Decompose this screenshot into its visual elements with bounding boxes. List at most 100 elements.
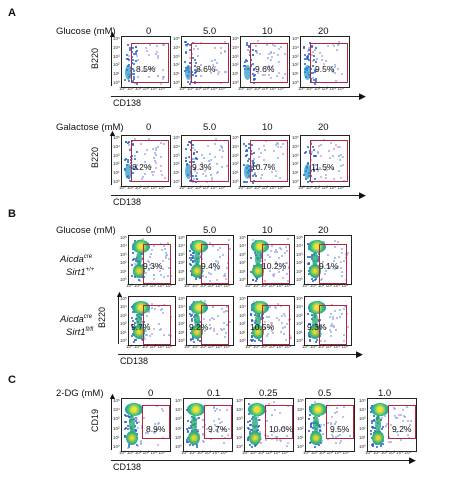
event-dot <box>329 422 332 425</box>
hot-cluster <box>190 301 208 314</box>
event-dot <box>311 277 314 280</box>
event-dot <box>207 144 210 147</box>
event-dot <box>135 53 138 56</box>
event-dot <box>194 167 197 170</box>
event-dot <box>135 46 138 49</box>
event-dot <box>284 245 287 248</box>
event-dot <box>319 423 322 426</box>
event-dot <box>331 43 334 46</box>
event-dot <box>322 424 325 427</box>
y-tick-label: 10³ <box>113 53 120 59</box>
event-dot <box>307 262 310 265</box>
event-dot <box>271 434 274 437</box>
y-tick-label: 10⁴ <box>239 243 246 249</box>
event-dot <box>168 258 171 261</box>
event-dot <box>248 420 251 423</box>
event-dot <box>329 315 332 318</box>
event-dot <box>131 258 134 261</box>
event-dot <box>127 428 130 431</box>
event-dot <box>215 163 218 166</box>
event-dot <box>128 141 131 144</box>
event-dot <box>371 445 374 448</box>
y-tick-label: 10⁴ <box>120 243 127 249</box>
event-dot <box>221 329 224 332</box>
event-dot <box>247 412 250 415</box>
event-dot <box>310 256 313 259</box>
event-dot <box>312 51 315 54</box>
event-dot <box>256 50 259 53</box>
event-dot <box>151 307 154 310</box>
event-dot <box>314 69 317 71</box>
event-dot <box>209 241 212 244</box>
event-dot <box>250 339 253 341</box>
y-tick-label: 10⁰ <box>178 338 185 343</box>
y-tick-label: 10⁰ <box>120 277 127 282</box>
event-dot <box>209 163 212 166</box>
event-dot <box>336 241 339 244</box>
flow-plot: 9.5% <box>305 398 355 452</box>
event-dot <box>334 328 337 331</box>
event-dot <box>310 181 313 184</box>
event-dot <box>192 57 195 60</box>
event-dot <box>254 445 257 448</box>
event-dot <box>286 273 289 276</box>
event-dot <box>340 176 343 179</box>
y-tick-label: 10³ <box>359 416 366 422</box>
event-dot <box>147 309 150 312</box>
event-dot <box>157 322 160 325</box>
gate-box <box>319 244 347 284</box>
event-dot <box>135 151 138 154</box>
event-dot <box>316 169 319 172</box>
event-dot <box>265 419 268 422</box>
event-dot <box>337 428 340 431</box>
event-dot <box>217 171 220 174</box>
hot-cluster <box>194 313 200 327</box>
event-dot <box>270 50 273 53</box>
x-tick-label: 10⁰ 10¹ 10² 10³ 10⁴ 10⁵ <box>302 344 349 349</box>
event-dot <box>331 323 334 326</box>
event-dot <box>198 276 201 279</box>
event-dot <box>263 264 266 267</box>
event-dot <box>157 422 160 425</box>
y-tick-label: 10³ <box>239 251 246 257</box>
event-dot <box>134 154 137 157</box>
gate-percentage: 9.2% <box>189 322 209 332</box>
event-dot <box>168 266 171 269</box>
event-dot <box>193 58 196 61</box>
panel-letter-c: C <box>8 374 16 386</box>
event-dot <box>192 41 195 44</box>
event-dot <box>313 149 316 152</box>
event-dot <box>160 307 163 310</box>
event-dot <box>217 72 220 75</box>
event-dot <box>247 46 250 49</box>
event-dot <box>403 415 406 418</box>
event-dot <box>314 47 317 50</box>
event-dot <box>258 425 261 428</box>
y-tick-label: 10³ <box>232 152 239 158</box>
event-dot <box>280 254 283 257</box>
y-tick-label: 10⁰ <box>239 277 246 282</box>
hot-cluster <box>304 163 311 179</box>
event-dot <box>161 77 164 80</box>
event-dot <box>319 430 322 433</box>
y-tick-label: 10² <box>178 321 185 327</box>
event-dot <box>331 430 334 433</box>
event-dot <box>246 159 249 162</box>
x-tick-label: 10⁰ 10¹ 10² 10³ 10⁴ 10⁵ <box>179 86 226 91</box>
event-dot <box>333 239 336 242</box>
event-dot <box>314 49 317 52</box>
event-dot <box>339 434 342 437</box>
event-dot <box>284 252 287 255</box>
event-dot <box>279 330 282 333</box>
event-dot <box>192 315 195 318</box>
event-dot <box>213 409 216 412</box>
event-dot <box>127 446 130 449</box>
y-tick-label: 10⁴ <box>239 304 246 310</box>
event-dot <box>145 334 148 337</box>
event-dot <box>309 338 312 341</box>
event-dot <box>206 428 209 431</box>
event-dot <box>309 414 312 417</box>
event-dot <box>339 260 342 263</box>
event-dot <box>144 272 147 275</box>
y-tick-label: 10³ <box>120 312 127 318</box>
